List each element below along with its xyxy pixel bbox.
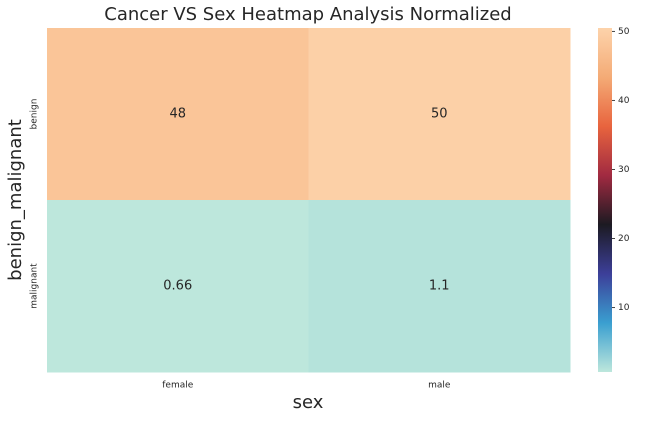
cell-label: 48: [169, 107, 186, 122]
y-axis-label: benign_malignant: [5, 119, 26, 281]
cell-label: 50: [431, 107, 448, 122]
chart-title: Cancer VS Sex Heatmap Analysis Normalize…: [104, 4, 512, 25]
x-axis-label: sex: [293, 392, 324, 413]
colorbar-tick-label: 20: [618, 234, 630, 244]
colorbar-tick-label: 30: [618, 165, 630, 175]
x-tick-label: female: [162, 381, 193, 391]
y-tick-label: benign: [30, 99, 40, 130]
colorbar: [598, 28, 612, 372]
cell-label: 1.1: [429, 279, 450, 294]
colorbar-tick-label: 10: [618, 303, 630, 313]
heatmap-cell: [47, 200, 309, 373]
colorbar-tick-label: 50: [618, 27, 630, 37]
heatmap-cell: [308, 28, 571, 201]
x-tick-label: male: [428, 381, 451, 391]
cell-label: 0.66: [163, 279, 192, 294]
y-tick-label: malignant: [30, 263, 40, 309]
heatmap-cell: [47, 28, 309, 201]
heatmap-cell: [308, 200, 571, 373]
colorbar-tick-label: 40: [618, 96, 630, 106]
